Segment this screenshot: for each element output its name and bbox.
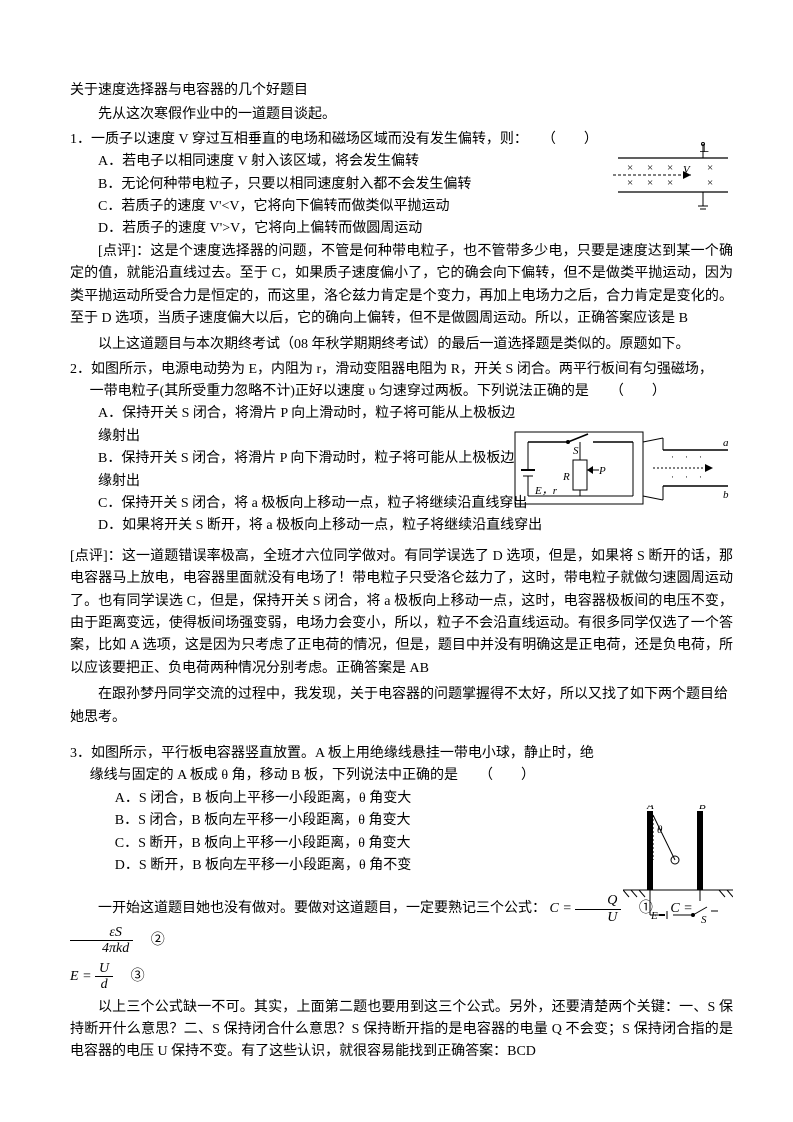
q1-opt-d: D．若质子的速度 V'>V，它将向上偏转而做圆周运动 [70, 218, 733, 240]
eq-prefix: 一开始这道题目她也没有做对。要做对这道题目，一定要熟记三个公式： [98, 901, 546, 916]
spacer [70, 538, 733, 546]
svg-text:×: × [667, 162, 673, 174]
svg-text:E，r: E，r [534, 485, 558, 497]
svg-text:b: b [723, 489, 729, 501]
figure-velocity-selector: ⊥ ×××× ×××× V [613, 140, 733, 210]
svg-text:S: S [701, 914, 707, 925]
q2-stem-2: 一带电粒子(其所受重力忽略不计)正好以速度 υ 匀速穿过两板。下列说法正确的是 … [70, 381, 733, 403]
svg-text:a: a [723, 437, 729, 449]
svg-text:R: R [562, 471, 570, 483]
svg-text:×: × [707, 162, 713, 174]
svg-text:θ: θ [657, 824, 663, 836]
q1-commentary: [点评]：这是个速度选择器的问题，不管是何种带电粒子，也不管带多少电，只要是速度… [70, 241, 733, 331]
formula-e-ud: E = Ud [70, 969, 117, 984]
svg-text:·: · [685, 472, 688, 482]
svg-text:B: B [699, 805, 706, 812]
svg-text:·: · [671, 452, 674, 462]
svg-text:·: · [685, 452, 688, 462]
svg-text:P: P [598, 465, 606, 477]
formula-c-eq: C = QU [550, 901, 625, 916]
svg-text:×: × [627, 162, 633, 174]
eq-label-2: ② [151, 933, 165, 948]
svg-text:×: × [707, 177, 713, 189]
svg-text:A: A [646, 805, 654, 812]
svg-text:·: · [699, 472, 702, 482]
svg-text:·: · [699, 452, 702, 462]
q2-opt-b: B．保持开关 S 闭合，将滑片 P 向下滑动时，粒子将可能从上极板边缘射出 [70, 448, 528, 493]
figure-circuit-capacitor: S E，r R P a b · · · · · · [513, 430, 733, 510]
spacer [70, 733, 733, 741]
q2-opt-a: A．保持开关 S 闭合，将滑片 P 向上滑动时，粒子将可能从上极板边缘射出 [70, 403, 528, 448]
q3-stem-1: 3．如图所示，平行板电容器竖直放置。A 板上用绝缘线悬挂一带电小球，静止时，绝 [70, 743, 610, 765]
svg-text:×: × [647, 177, 653, 189]
svg-text:×: × [647, 162, 653, 174]
figure-pendulum-capacitor: A B θ E S [623, 805, 733, 925]
svg-text:×: × [667, 177, 673, 189]
bridge-1: 以上这道题目与本次期终考试（08 年秋学期期终考试）的最后一道选择题是类似的。原… [70, 334, 733, 356]
q2-stem-1: 2．如图所示，电源电动势为 E，内阻为 r，滑动变阻器电阻为 R，开关 S 闭合… [70, 359, 733, 381]
svg-text:S: S [573, 445, 579, 457]
svg-text:V: V [683, 164, 691, 176]
svg-text:·: · [671, 472, 674, 482]
q2-opt-d: D．如果将开关 S 断开，将 a 极板向上移动一点，粒子将继续沿直线穿出 [70, 515, 733, 537]
bridge-2: 在跟孙梦丹同学交流的过程中，我发现，关于电容器的问题掌握得不太好，所以又找了如下… [70, 684, 733, 729]
doc-title: 关于速度选择器与电容器的几个好题目 [70, 80, 733, 102]
q3-stem-2: 缘线与固定的 A 板成 θ 角，移动 B 板，下列说法中正确的是 （ ） [70, 765, 630, 787]
page: ⊥ ×××× ×××× V S E，r R P [0, 0, 793, 1122]
svg-text:E: E [650, 910, 658, 922]
intro-line: 先从这次寒假作业中的一道题目谈起。 [70, 104, 733, 126]
q3-commentary: 以上三个公式缺一不可。其实，上面第二题也要用到这三个公式。另外，还要清楚两个关键… [70, 997, 733, 1064]
q2-commentary: [点评]：这一道题错误率极高，全班才六位同学做对。有同学误选了 D 选项，但是，… [70, 546, 733, 680]
eq-label-3: ③ [131, 969, 145, 984]
formula-line-2: E = Ud ③ [70, 961, 733, 993]
svg-text:×: × [627, 177, 633, 189]
